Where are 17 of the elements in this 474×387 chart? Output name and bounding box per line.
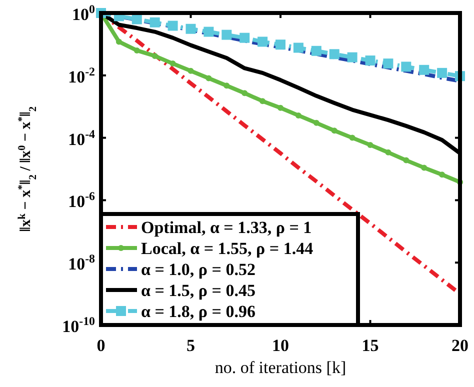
x-tick-label: 15	[362, 336, 379, 355]
y-tick-label: 10$^{-2}$	[68, 64, 96, 86]
y-tick-label: 10$^{-10}$	[62, 314, 96, 336]
y-tick-label: 10$^{0}$	[72, 2, 96, 24]
y-tick-label: 10$^{-8}$	[68, 252, 96, 274]
x-tick-label: 0	[96, 336, 106, 355]
x-tick-label: 10	[272, 336, 289, 355]
legend-label: α = 1.8, ρ = 0.96	[141, 302, 256, 321]
x-axis-title: no. of iterations [k]	[214, 358, 346, 377]
legend-label: α = 1.5, ρ = 0.45	[141, 281, 256, 300]
legend-label: α = 1.0, ρ = 0.52	[141, 260, 256, 279]
x-tick-label: 20	[452, 336, 468, 355]
x-tick-label: 5	[186, 336, 195, 355]
y-tick-label: 10$^{-4}$	[68, 126, 96, 149]
legend-label: Local, α = 1.55, ρ = 1.44	[141, 239, 314, 258]
y-tick-label: 10$^{-6}$	[68, 189, 96, 212]
legend-label: Optimal, α = 1.33, ρ = 1	[141, 218, 312, 237]
